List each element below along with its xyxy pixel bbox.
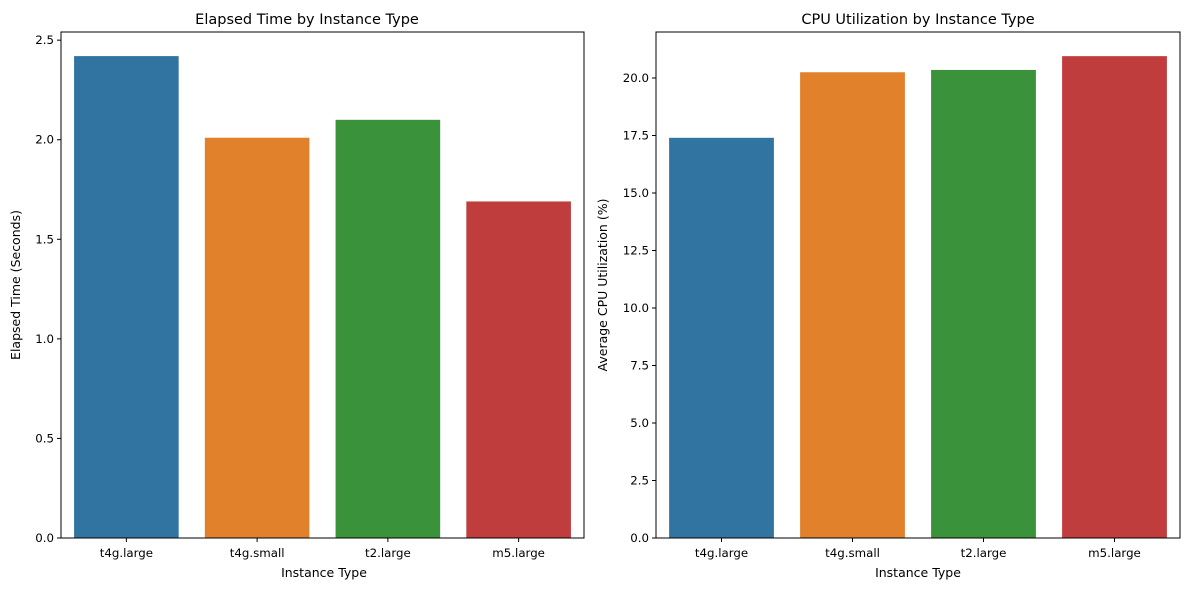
cpu-utilization-plot-frame (655, 31, 1181, 539)
cpu-utilization-x-tick-label: t4g.small (825, 546, 880, 560)
cpu-utilization-x-tick-label: t4g.large (695, 546, 748, 560)
elapsed-time-plot-frame (60, 31, 585, 539)
cpu-utilization-y-tick-label: 7.5 (630, 359, 649, 373)
elapsed-time-chart-title: Elapsed Time by Instance Type (195, 12, 419, 28)
cpu-utilization-x-ticks: t4g.large t4g.small t2.large m5.large (695, 538, 1141, 560)
elapsed-time-y-tick-label: 0.5 (35, 431, 54, 445)
elapsed-time-x-tick-label: t2.large (365, 546, 411, 560)
cpu-utilization-y-tick-label: 10.0 (623, 301, 649, 315)
cpu-utilization-bar-t4g-large (669, 137, 774, 539)
elapsed-time-bar-m5-large (466, 201, 571, 538)
elapsed-time-bars (74, 56, 571, 539)
elapsed-time-y-tick-label: 0.0 (35, 531, 54, 545)
cpu-utilization-y-tick-label: 12.5 (623, 244, 649, 258)
cpu-utilization-x-axis-label: Instance Type (875, 565, 961, 580)
elapsed-time-y-tick-label: 1.5 (35, 232, 54, 246)
elapsed-time-y-tick-label: 1.0 (35, 332, 54, 346)
elapsed-time-x-ticks: t4g.large t4g.small t2.large m5.large (100, 538, 545, 560)
cpu-utilization-chart-title: CPU Utilization by Instance Type (801, 12, 1034, 28)
elapsed-time-x-tick-label: m5.large (492, 546, 545, 560)
cpu-utilization-bars (669, 56, 1167, 539)
cpu-utilization-y-ticks: 0.0 2.5 5.0 7.5 10.0 12.5 15.0 17.5 20.0 (623, 71, 656, 545)
cpu-utilization-chart: CPU Utilization by Instance Type Instanc… (595, 12, 1181, 580)
cpu-utilization-y-tick-label: 20.0 (623, 71, 649, 85)
elapsed-time-y-tick-label: 2.5 (35, 33, 54, 47)
cpu-utilization-y-tick-label: 5.0 (630, 416, 649, 430)
elapsed-time-bar-t4g-large (74, 56, 179, 538)
elapsed-time-chart: Elapsed Time by Instance Type Instance T… (8, 12, 585, 580)
elapsed-time-y-axis-label: Elapsed Time (Seconds) (8, 210, 23, 360)
cpu-utilization-x-tick-label: t2.large (961, 546, 1007, 560)
cpu-utilization-y-axis-label: Average CPU Utilization (%) (595, 199, 610, 372)
elapsed-time-y-ticks: 0.0 0.5 1.0 1.5 2.0 2.5 (35, 33, 61, 545)
cpu-utilization-y-tick-label: 2.5 (630, 474, 649, 488)
cpu-utilization-y-tick-label: 17.5 (623, 129, 649, 143)
cpu-utilization-bar-m5-large (1062, 56, 1167, 539)
elapsed-time-y-tick-label: 2.0 (35, 133, 54, 147)
elapsed-time-x-tick-label: t4g.small (230, 546, 285, 560)
elapsed-time-bar-t4g-small (204, 137, 310, 539)
elapsed-time-x-axis-label: Instance Type (281, 565, 367, 580)
cpu-utilization-x-tick-label: m5.large (1088, 546, 1141, 560)
cpu-utilization-y-tick-label: 15.0 (623, 186, 649, 200)
elapsed-time-x-tick-label: t4g.large (100, 546, 153, 560)
cpu-utilization-y-tick-label: 0.0 (630, 531, 649, 545)
cpu-utilization-bar-t4g-small (800, 72, 905, 538)
elapsed-time-bar-t2-large (335, 119, 441, 538)
cpu-utilization-bar-t2-large (931, 69, 1036, 538)
